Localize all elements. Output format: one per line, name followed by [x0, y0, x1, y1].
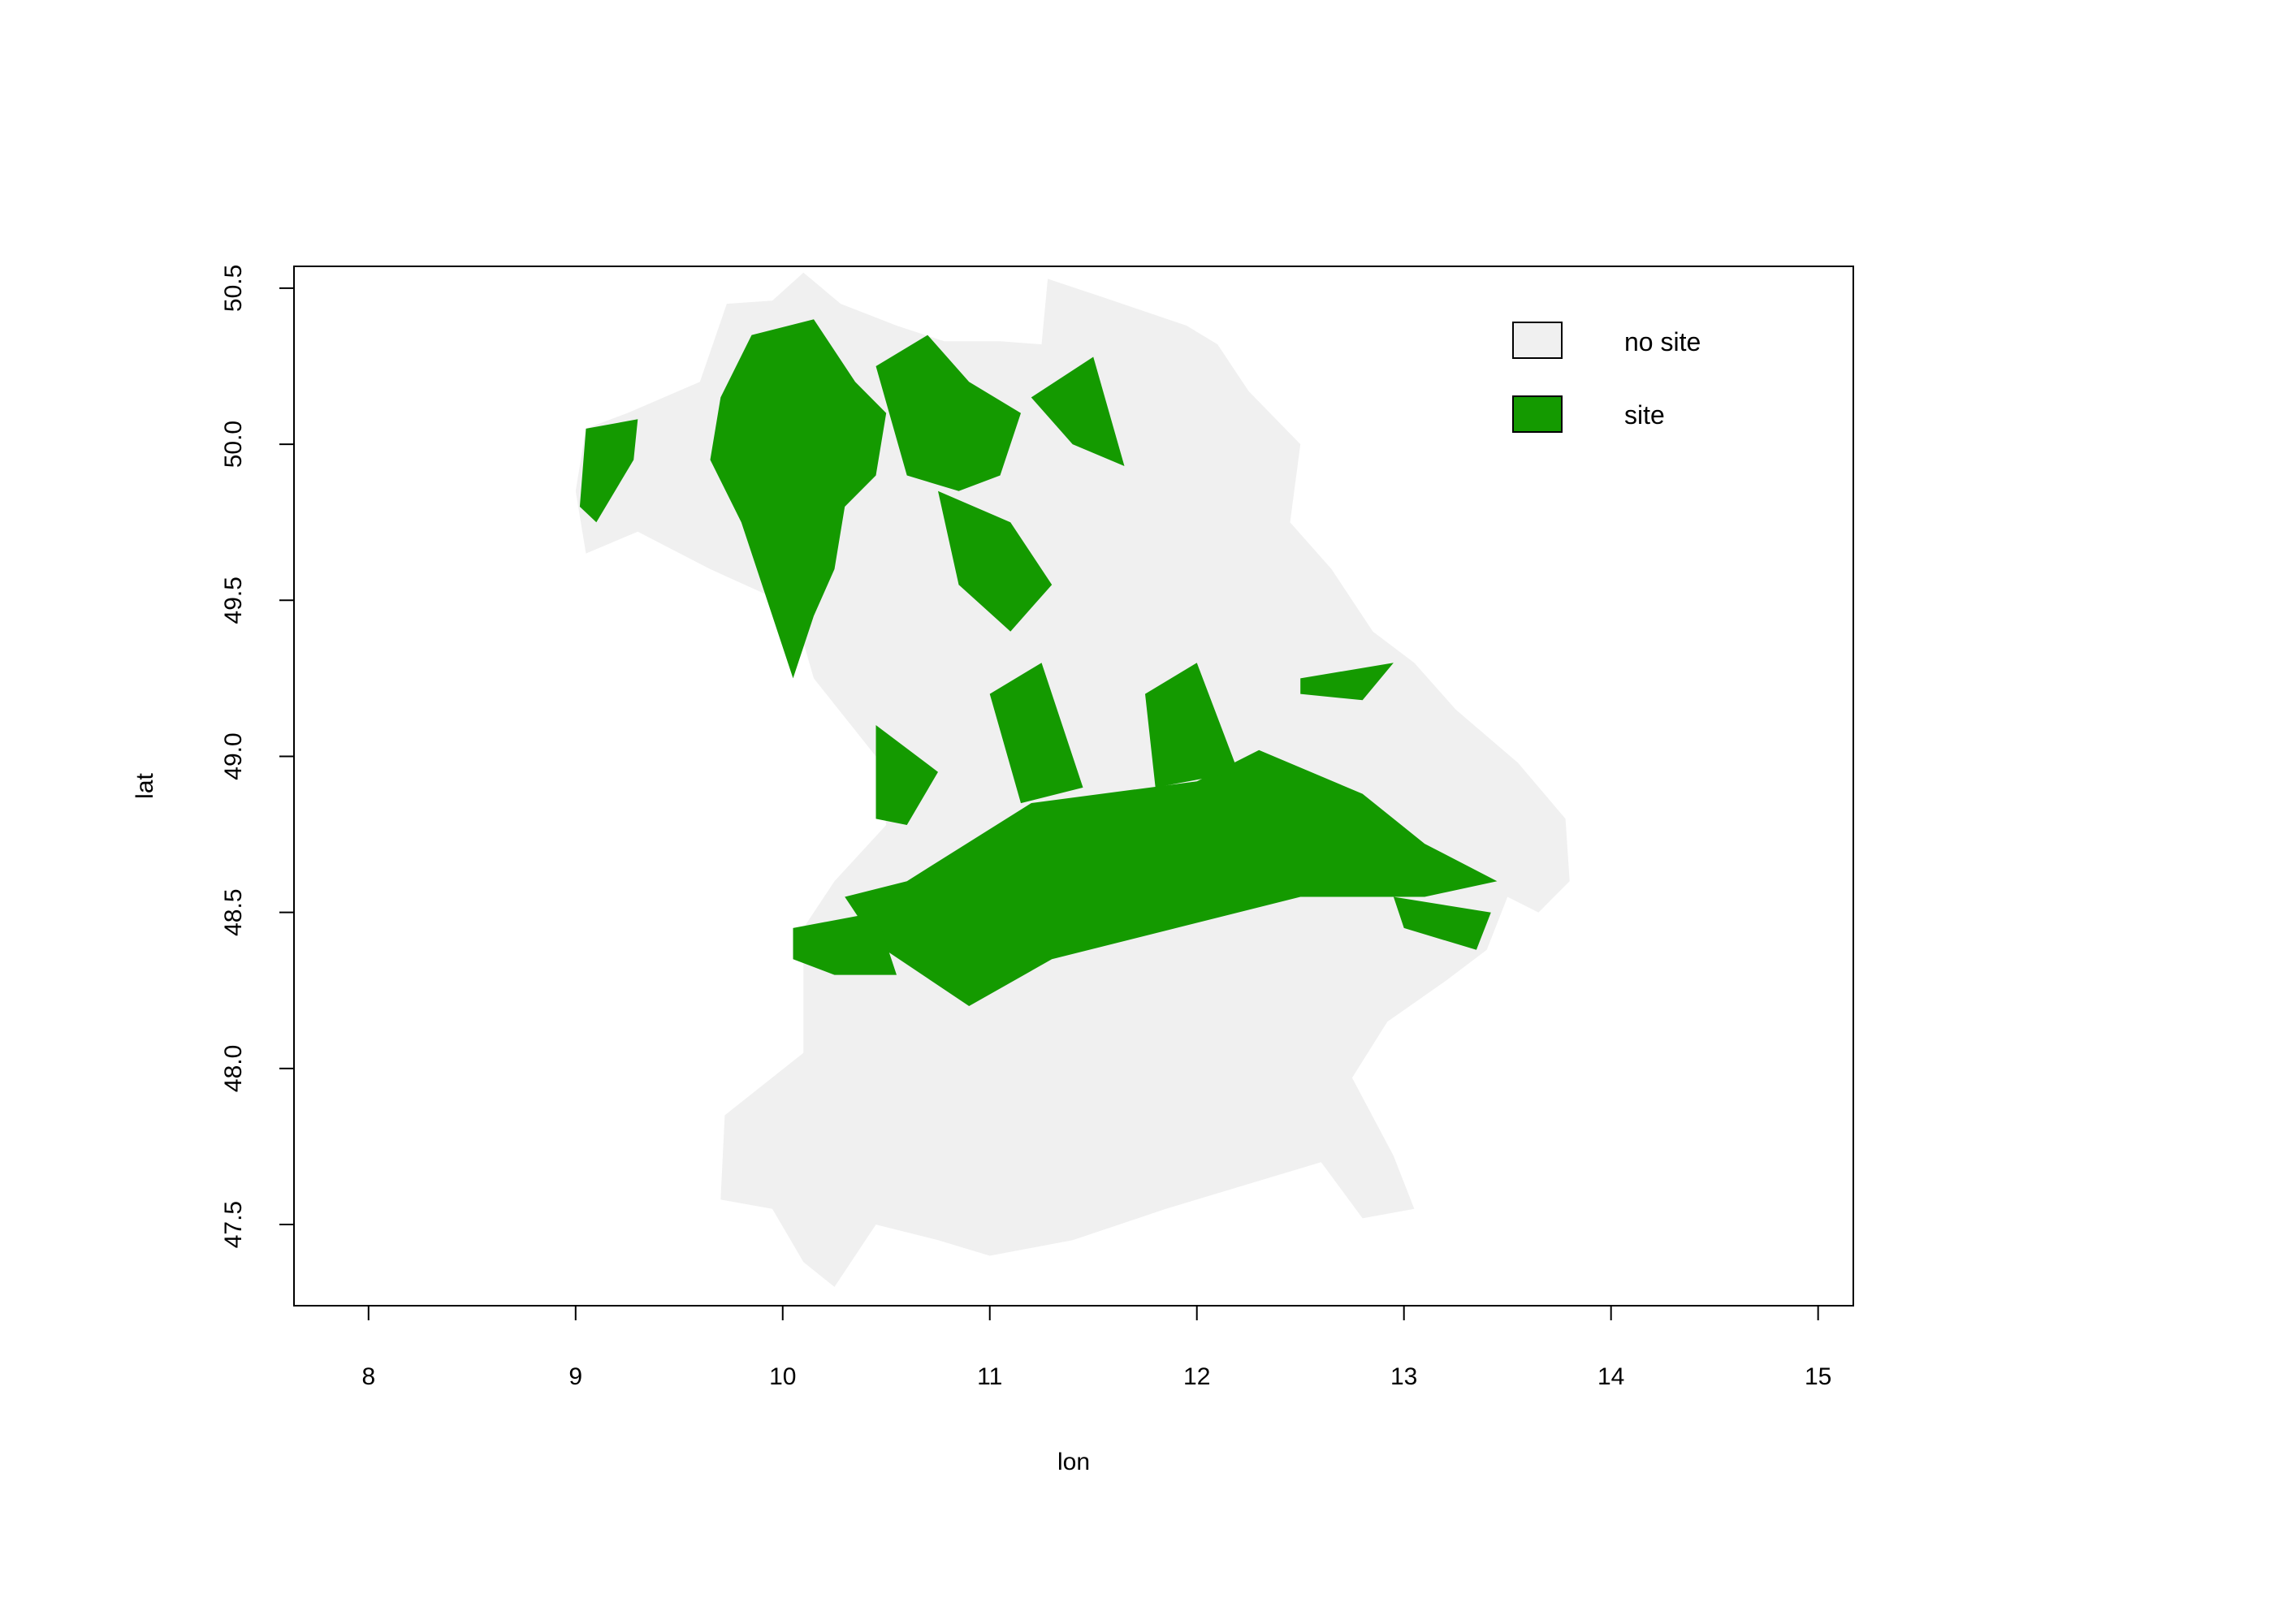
y-tick-label: 48.5 — [220, 889, 247, 936]
x-tick-label: 12 — [1183, 1363, 1210, 1390]
map-layer — [575, 272, 1570, 1287]
site-area-6 — [875, 725, 938, 825]
x-tick-label: 9 — [568, 1363, 582, 1390]
site-area-10 — [989, 663, 1083, 804]
site-area-1 — [710, 319, 887, 679]
site-area-7 — [845, 749, 1498, 1006]
y-tick-label: 50.0 — [220, 421, 247, 468]
site-area-9 — [1300, 663, 1394, 701]
site-area-3 — [875, 335, 1021, 491]
x-axis-title: lon — [1057, 1449, 1090, 1475]
legend-swatch — [1512, 322, 1563, 359]
legend: no site site — [1512, 322, 1701, 433]
site-area-2 — [579, 419, 638, 523]
x-axis: 8 9 10 11 12 13 14 15 — [361, 1305, 1831, 1390]
y-tick-label: 49.0 — [220, 732, 247, 780]
legend-label: no site — [1624, 327, 1701, 356]
site-area-8 — [793, 912, 897, 975]
legend-label: site — [1624, 400, 1665, 430]
x-tick-label: 8 — [361, 1363, 375, 1390]
y-tick-label: 49.5 — [220, 577, 247, 624]
legend-swatch — [1512, 395, 1563, 433]
x-tick-label: 11 — [977, 1363, 1002, 1390]
site-area-11 — [1145, 663, 1239, 788]
site-area-12 — [1393, 896, 1491, 950]
site-area-5 — [938, 490, 1053, 632]
y-tick-label: 47.5 — [220, 1201, 247, 1248]
x-tick-label: 10 — [769, 1363, 796, 1390]
x-tick-label: 15 — [1805, 1363, 1831, 1390]
y-axis: 47.5 48.0 48.5 49.0 49.5 50.0 50.5 — [220, 265, 295, 1248]
y-tick-label: 50.5 — [220, 265, 247, 312]
site-area-4 — [1031, 356, 1125, 466]
y-tick-label: 48.0 — [220, 1045, 247, 1092]
y-axis-title: lat — [132, 772, 158, 798]
x-tick-label: 13 — [1390, 1363, 1417, 1390]
x-tick-label: 14 — [1597, 1363, 1624, 1390]
